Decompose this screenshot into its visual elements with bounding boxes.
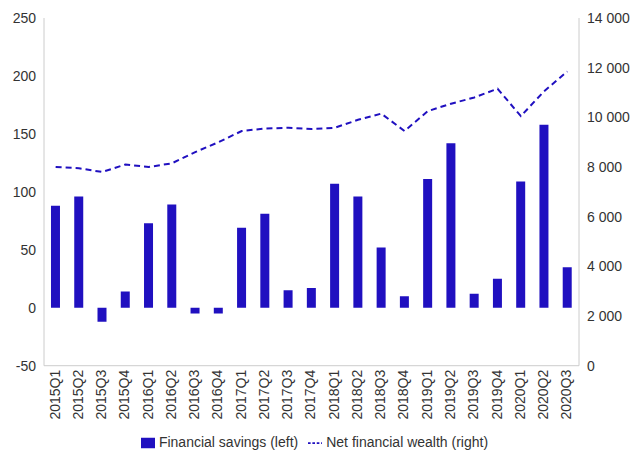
- html-text:Financial savings (left): Financial savings (left): [158, 433, 299, 450]
- svg-text:2018Q2: 2018Q2: [349, 369, 365, 419]
- svg-text:2015Q2: 2015Q2: [70, 369, 86, 419]
- svg-text:50: 50: [20, 242, 36, 258]
- svg-text:2018Q1: 2018Q1: [326, 369, 342, 419]
- svg-text:200: 200: [13, 68, 37, 84]
- svg-text:2020Q1: 2020Q1: [512, 369, 528, 419]
- svg-text:100: 100: [13, 184, 37, 200]
- svg-text:2020Q2: 2020Q2: [535, 369, 551, 419]
- svg-text:8 000: 8 000: [587, 159, 622, 175]
- svg-text:-50: -50: [16, 358, 36, 374]
- svg-text:2016Q1: 2016Q1: [140, 369, 156, 419]
- svg-text:150: 150: [13, 126, 37, 142]
- svg-text:2019Q4: 2019Q4: [489, 369, 505, 419]
- svg-text:4 000: 4 000: [587, 258, 622, 274]
- svg-text:2018Q4: 2018Q4: [395, 369, 411, 419]
- svg-text:2017Q1: 2017Q1: [233, 369, 249, 419]
- svg-text:2015Q3: 2015Q3: [93, 369, 109, 419]
- html-text:Net financial wealth (right): Net financial wealth (right): [326, 433, 489, 450]
- svg-text:2019Q2: 2019Q2: [442, 369, 458, 419]
- svg-text:12 000: 12 000: [587, 60, 630, 76]
- svg-text:2016Q3: 2016Q3: [186, 369, 202, 419]
- svg-text:250: 250: [13, 10, 37, 26]
- svg-text:2019Q3: 2019Q3: [465, 369, 481, 419]
- svg-text:0: 0: [587, 358, 595, 374]
- svg-text:2015Q4: 2015Q4: [116, 369, 132, 419]
- svg-text:2 000: 2 000: [587, 308, 622, 324]
- svg-text:2018Q3: 2018Q3: [372, 369, 388, 419]
- svg-text:0: 0: [28, 300, 36, 316]
- svg-text:10 000: 10 000: [587, 109, 630, 125]
- svg-text:2017Q3: 2017Q3: [279, 369, 295, 419]
- svg-text:2016Q4: 2016Q4: [209, 369, 225, 419]
- svg-text:2015Q1: 2015Q1: [47, 369, 63, 419]
- svg-text:14 000: 14 000: [587, 10, 630, 26]
- svg-text:2019Q1: 2019Q1: [419, 369, 435, 419]
- svg-text:2016Q2: 2016Q2: [163, 369, 179, 419]
- svg-text:2020Q3: 2020Q3: [558, 369, 574, 419]
- svg-text:6 000: 6 000: [587, 209, 622, 225]
- svg-text:2017Q4: 2017Q4: [302, 369, 318, 419]
- svg-text:2017Q2: 2017Q2: [256, 369, 272, 419]
